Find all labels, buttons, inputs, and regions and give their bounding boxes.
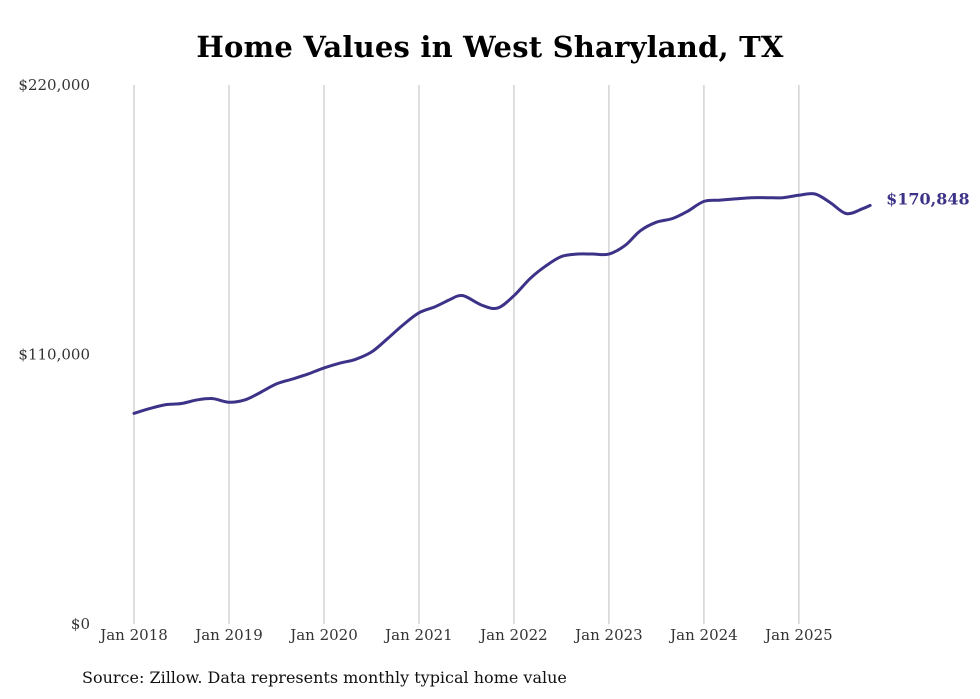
- x-tick-label: Jan 2022: [478, 626, 548, 644]
- chart-source: Source: Zillow. Data represents monthly …: [82, 668, 567, 687]
- x-tick-label: Jan 2023: [573, 626, 643, 644]
- y-axis: $0 $110,000 $220,000: [18, 76, 90, 633]
- end-value-label: $170,848: [886, 189, 970, 208]
- chart-title: Home Values in West Sharyland, TX: [196, 30, 784, 64]
- x-tick-label: Jan 2024: [668, 626, 738, 644]
- x-tick-label: Jan 2018: [98, 626, 168, 644]
- series-layer: $170,848: [132, 189, 970, 415]
- y-tick-label: $220,000: [18, 76, 90, 94]
- x-axis: Jan 2018 Jan 2019 Jan 2020 Jan 2021 Jan 2022…: [98, 626, 832, 644]
- y-tick-label: $110,000: [18, 346, 90, 364]
- gridlines: [133, 85, 800, 624]
- x-tick-label: Jan 2025: [763, 626, 833, 644]
- y-tick-label: $0: [71, 615, 90, 633]
- x-tick-label: Jan 2019: [193, 626, 263, 644]
- series-line: [132, 192, 872, 415]
- x-tick-label: Jan 2020: [288, 626, 358, 644]
- x-tick-label: Jan 2021: [383, 626, 453, 644]
